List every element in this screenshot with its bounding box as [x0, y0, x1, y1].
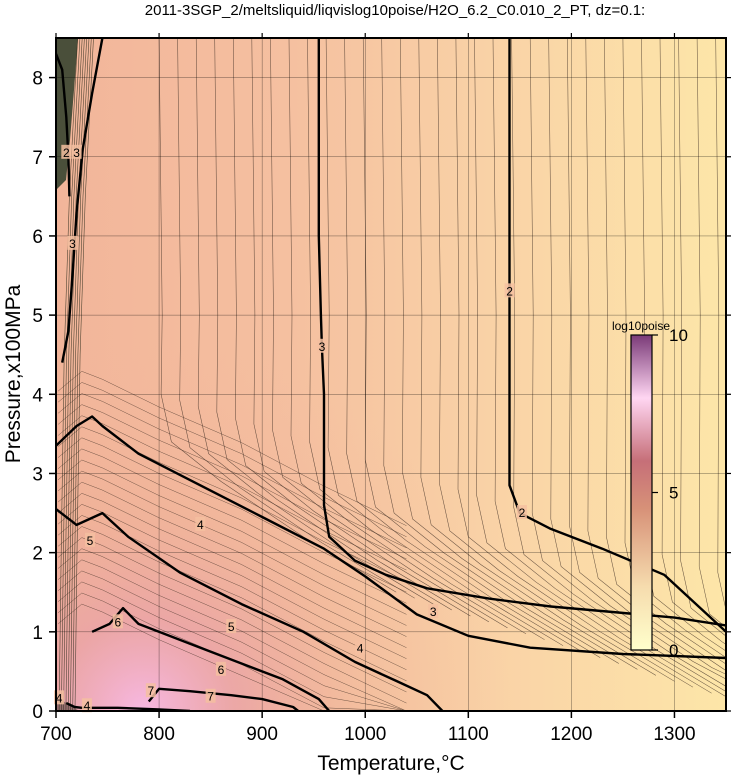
contour-label: 4 [81, 698, 92, 713]
contour-level-4 [65, 702, 191, 711]
contour-level-2 [56, 53, 71, 197]
colorbar-tick-label: 5 [669, 484, 678, 503]
x-tick-label: 800 [143, 724, 175, 745]
contour-label-text: 7 [207, 690, 214, 704]
contour-level-4 [56, 415, 726, 660]
contour-label-bg [67, 235, 78, 250]
x-tick-label: 1200 [550, 724, 592, 745]
contour-label-bg [112, 614, 123, 629]
x-tick-label: 700 [40, 724, 72, 745]
contour-label-text: 4 [84, 699, 91, 713]
y-tick-label: 2 [32, 544, 43, 565]
colorbar-tick-label: 0 [669, 641, 678, 660]
x-tick-label: 900 [246, 724, 278, 745]
contour-label-text: 3 [319, 340, 326, 354]
contour-label-bg [54, 690, 65, 705]
contour-label-text: 6 [115, 615, 122, 629]
contour-label: 2 [516, 505, 527, 520]
y-tick-label: 6 [32, 227, 43, 248]
contour-label-text: 4 [357, 641, 364, 655]
y-tick-label: 4 [32, 385, 43, 406]
fine-contour [74, 38, 94, 711]
x-axis-label: Temperature,°C [317, 752, 464, 775]
y-axis-label: Pressure,x100MPa [2, 284, 25, 463]
contour-label: 2 [61, 144, 72, 160]
contour-label-bg [205, 688, 216, 703]
contour-label-text: 2 [63, 146, 70, 160]
contour-level-3 [61, 38, 104, 363]
contour-label-bg [85, 532, 96, 547]
colorbar-gradient [630, 334, 653, 651]
y-tick-label: 8 [32, 69, 43, 90]
contour-label: 6 [215, 661, 226, 677]
fine-contour [65, 38, 85, 711]
contour-label-bg [71, 144, 82, 159]
fine-contour [72, 38, 92, 711]
contour-label-bg [355, 640, 366, 655]
contour-label-bg [145, 683, 156, 698]
contour-level-7 [147, 687, 299, 711]
contour-label-bg [316, 338, 327, 353]
fine-contour [61, 38, 81, 711]
contour-level-5 [56, 508, 444, 711]
contour-label: 4 [355, 640, 366, 655]
contour-label: 3 [316, 338, 327, 354]
contour-label: 5 [85, 532, 96, 548]
contour-label-bg [504, 283, 515, 298]
y-tick-label: 7 [32, 148, 43, 169]
colorbar-title: log10poise [612, 319, 670, 333]
colorbar: log10poise 0 5 10 [612, 319, 688, 660]
colorbar-ticks: 0 5 10 [652, 326, 688, 660]
contour-label-text: 3 [69, 237, 76, 251]
x-tick-label: 1100 [448, 724, 489, 745]
contour-label-bg [195, 516, 206, 531]
contour-label: 3 [71, 144, 82, 160]
contour-label-text: 4 [56, 691, 63, 705]
y-tick-label: 0 [32, 702, 43, 723]
contour-label-text: 5 [228, 620, 235, 634]
contour-label-bg [428, 604, 439, 619]
contour-label-bg [215, 661, 226, 676]
contour-label-text: 7 [147, 684, 154, 698]
contour-level-3 [317, 38, 726, 627]
contour-label: 4 [54, 690, 65, 705]
contour-label: 3 [428, 604, 439, 619]
contour-label-text: 2 [519, 506, 526, 520]
contour-label-text: 5 [87, 534, 94, 548]
contour-label-text: 6 [218, 663, 225, 677]
y-tick-label: 3 [32, 464, 43, 485]
contour-label: 3 [67, 235, 78, 251]
plot-frame [55, 37, 727, 712]
colorbar-tick-label: 10 [669, 326, 688, 345]
dark-region-bottom-left [56, 690, 80, 711]
contour-label-text: 2 [506, 284, 513, 298]
contour-label: 4 [195, 516, 206, 532]
y-tick-label: 5 [32, 306, 43, 327]
contour-label-bg [61, 144, 72, 159]
contour-label-bg [226, 619, 237, 634]
contour-label: 7 [205, 688, 216, 704]
fine-contour [63, 38, 83, 711]
contour-label: 6 [112, 614, 123, 629]
x-tick-label: 1300 [653, 724, 695, 745]
contour-label: 5 [226, 619, 237, 634]
fine-contour [67, 38, 87, 711]
contour-label-bg [81, 698, 92, 713]
x-axis-ticks: 700 800 900 1000 1100 1200 1300 [40, 33, 696, 745]
contour-label-text: 3 [73, 146, 80, 160]
contour-label-bg [516, 505, 527, 520]
contour-label-text: 3 [430, 605, 437, 619]
chart-title: 2011-3SGP_2/meltsliquid/liqvislog10poise… [145, 2, 645, 19]
x-tick-label: 1000 [344, 724, 386, 745]
y-tick-label: 1 [32, 623, 43, 644]
contour-label: 7 [145, 683, 156, 698]
contour-label-text: 4 [197, 518, 204, 532]
contour-label: 2 [504, 283, 515, 298]
